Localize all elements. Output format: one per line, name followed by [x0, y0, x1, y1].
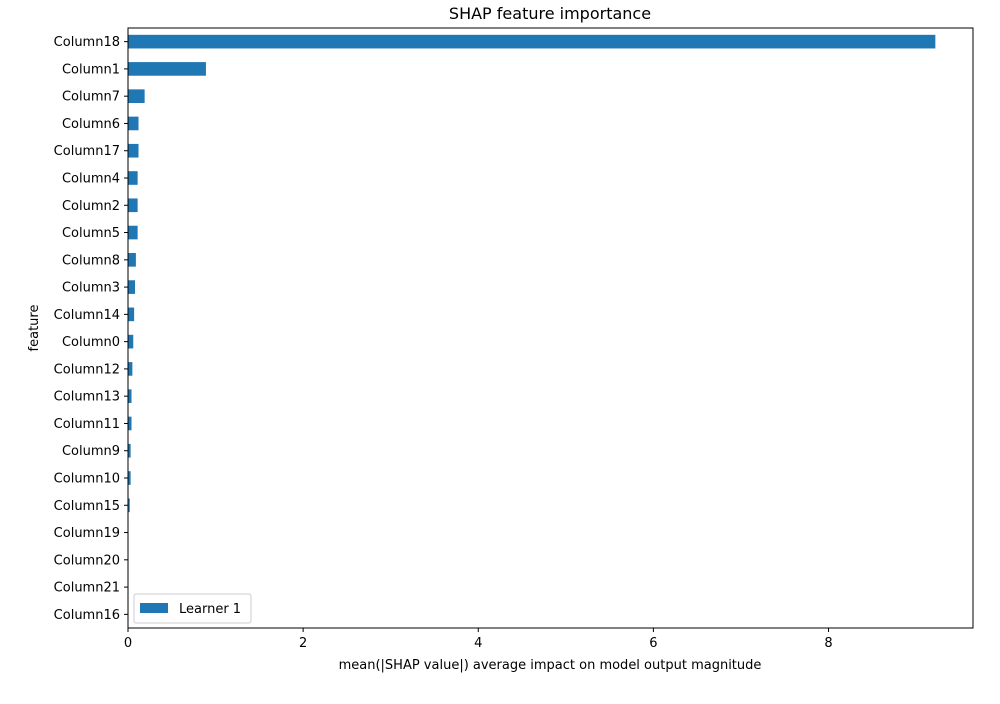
- y-tick-label: Column16: [54, 608, 120, 623]
- y-tick-label: Column12: [54, 362, 120, 377]
- y-tick-label: Column17: [54, 144, 120, 159]
- bar-column18: [128, 34, 936, 49]
- x-tick-label: 8: [824, 636, 832, 651]
- y-tick-label: Column5: [62, 226, 120, 241]
- y-tick-label: Column9: [62, 444, 120, 459]
- y-tick-label: Column19: [54, 526, 120, 541]
- y-axis-label: feature: [27, 305, 42, 352]
- plot-frame: [127, 27, 974, 629]
- y-tick-label: Column20: [54, 553, 120, 568]
- y-tick-label: Column8: [62, 253, 120, 268]
- x-tick-label: 6: [649, 636, 657, 651]
- bar-column10: [128, 471, 131, 485]
- y-tick-label: Column15: [54, 499, 120, 514]
- y-tick-label: Column3: [62, 281, 120, 296]
- chart-title: SHAP feature importance: [449, 4, 651, 23]
- y-tick-label: Column2: [62, 199, 120, 214]
- y-tick-label: Column11: [54, 417, 120, 432]
- bar-column13: [128, 389, 132, 403]
- y-tick-label: Column18: [54, 35, 120, 50]
- plot-area: Column18 Column1 Column7 Column6 Column17 Col…: [54, 34, 936, 651]
- y-tick-label: Column13: [54, 390, 120, 405]
- x-tick-label: 4: [474, 636, 482, 651]
- chart-legend: Learner 1: [133, 593, 252, 624]
- bar-column0: [128, 334, 134, 349]
- bar-column9: [128, 443, 131, 458]
- legend-swatch: [140, 603, 168, 613]
- y-tick-label: Column4: [62, 172, 120, 187]
- legend-frame: [133, 593, 252, 624]
- bar-column6: [128, 116, 139, 131]
- y-tick-label: Column7: [62, 90, 120, 105]
- legend-label: Learner 1: [179, 602, 241, 617]
- x-tick-label: 2: [299, 636, 307, 651]
- y-tick-label: Column0: [62, 335, 120, 350]
- bar-column12: [128, 362, 133, 376]
- bar-column3: [128, 280, 136, 294]
- bar-column5: [128, 225, 138, 240]
- bar-column8: [128, 253, 136, 267]
- bar-column1: [128, 62, 206, 76]
- y-tick-label: Column1: [62, 62, 120, 77]
- bar-column17: [128, 143, 139, 158]
- y-tick-label: Column21: [54, 581, 120, 596]
- y-tick-label: Column14: [54, 308, 120, 323]
- y-tick-label: Column10: [54, 472, 120, 487]
- bar-column4: [128, 171, 138, 185]
- bar-column7: [128, 89, 145, 103]
- x-axis-label: mean(|SHAP value|) average impact on mod…: [339, 658, 762, 673]
- y-tick-label: Column6: [62, 117, 120, 132]
- bar-column11: [128, 416, 132, 431]
- bar-column2: [128, 198, 138, 213]
- bar-column14: [128, 307, 135, 322]
- x-tick-label: 0: [124, 636, 132, 651]
- bar-column15: [128, 498, 130, 513]
